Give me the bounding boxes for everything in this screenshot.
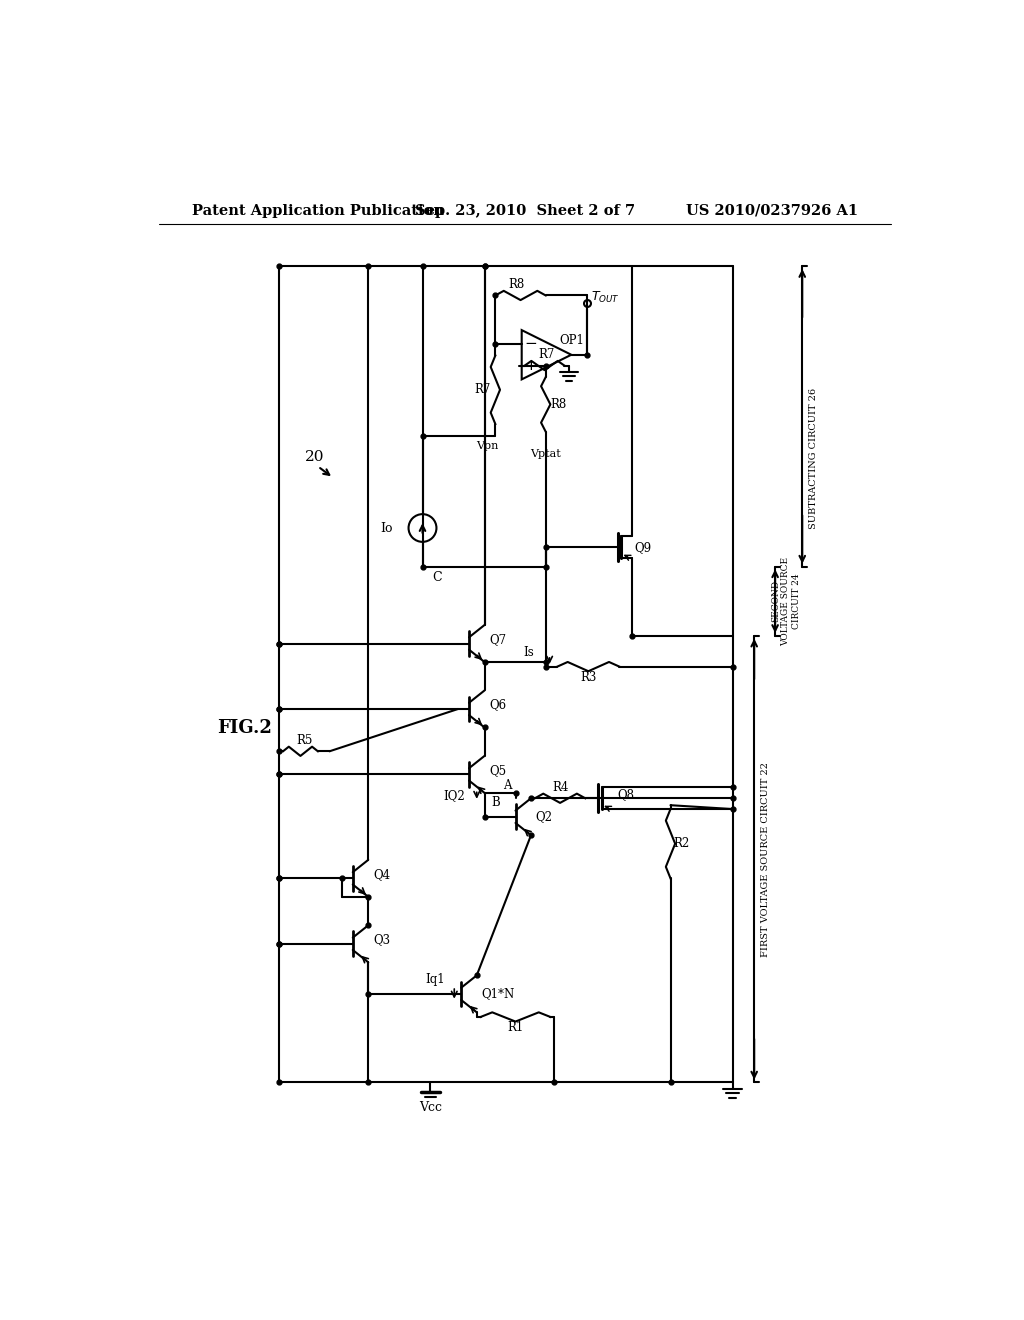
Text: Q8: Q8: [617, 788, 634, 801]
Text: −: −: [524, 337, 538, 351]
Text: Iq1: Iq1: [425, 973, 444, 986]
Text: R2: R2: [673, 837, 689, 850]
Text: R7: R7: [539, 348, 555, 362]
Text: Patent Application Publication: Patent Application Publication: [191, 203, 443, 218]
Text: Q4: Q4: [373, 869, 390, 880]
Text: R7: R7: [475, 383, 492, 396]
Text: R5: R5: [296, 734, 312, 747]
Text: Q1*N: Q1*N: [481, 987, 515, 1001]
Text: Q3: Q3: [373, 933, 390, 946]
Text: Is: Is: [523, 647, 535, 659]
Text: SECOND
VOLTAGE SOURCE
CIRCUIT 24: SECOND VOLTAGE SOURCE CIRCUIT 24: [771, 557, 801, 645]
Text: IQ2: IQ2: [443, 789, 465, 803]
Text: A: A: [504, 779, 512, 792]
Text: Q9: Q9: [635, 541, 652, 554]
Text: 20: 20: [305, 450, 325, 465]
Text: R3: R3: [581, 671, 597, 684]
Text: R8: R8: [550, 397, 566, 411]
Text: Io: Io: [381, 521, 393, 535]
Text: R8: R8: [509, 279, 524, 292]
Text: $T_{OUT}$: $T_{OUT}$: [591, 289, 620, 305]
Text: Q6: Q6: [489, 698, 506, 711]
Text: C: C: [432, 570, 441, 583]
Text: B: B: [492, 796, 501, 809]
Text: Q7: Q7: [489, 634, 506, 647]
Text: R4: R4: [552, 781, 568, 795]
Text: +: +: [524, 359, 538, 372]
Text: FIG.2: FIG.2: [217, 719, 272, 737]
Text: US 2010/0237926 A1: US 2010/0237926 A1: [686, 203, 858, 218]
Text: Vpn: Vpn: [476, 441, 499, 451]
Text: R1: R1: [507, 1022, 523, 1035]
Text: OP1: OP1: [559, 334, 584, 347]
Text: Vptat: Vptat: [530, 449, 561, 459]
Text: SUBTRACTING CIRCUIT 26: SUBTRACTING CIRCUIT 26: [809, 388, 817, 529]
Text: Sep. 23, 2010  Sheet 2 of 7: Sep. 23, 2010 Sheet 2 of 7: [415, 203, 635, 218]
Text: FIRST VOLTAGE SOURCE CIRCUIT 22: FIRST VOLTAGE SOURCE CIRCUIT 22: [761, 762, 770, 957]
Text: Q2: Q2: [536, 810, 553, 824]
Text: Q5: Q5: [489, 764, 506, 777]
Text: Vcc: Vcc: [419, 1101, 441, 1114]
